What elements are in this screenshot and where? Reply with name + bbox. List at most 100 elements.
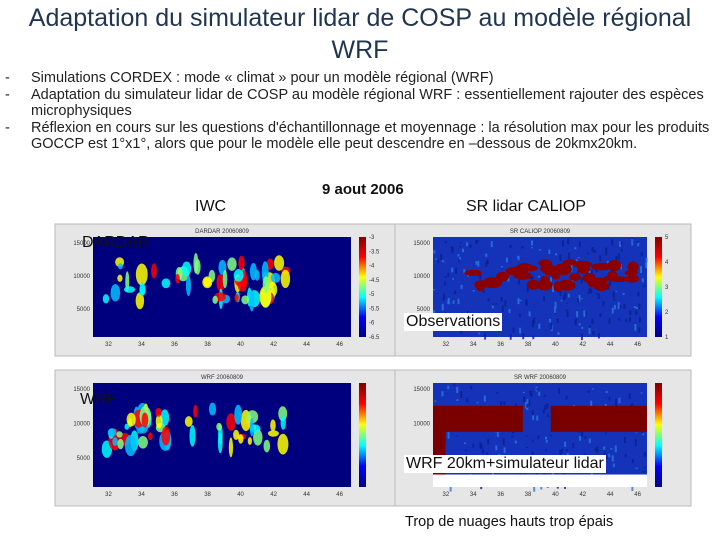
x-tick-label: 46 — [336, 492, 343, 498]
noise — [459, 242, 462, 244]
x-tick-label: 34 — [470, 492, 477, 498]
noise — [638, 317, 641, 323]
cloud — [147, 432, 153, 441]
cloud — [249, 290, 255, 312]
colorbar-label: 2 — [665, 310, 669, 316]
x-tick-label: 42 — [270, 492, 277, 498]
x-tick-label: 42 — [270, 342, 277, 348]
noise — [517, 255, 520, 261]
noise — [545, 439, 548, 443]
x-tick-label: 34 — [138, 492, 145, 498]
noise — [604, 254, 607, 256]
noise — [478, 332, 481, 335]
noise — [550, 277, 553, 282]
cloud — [607, 270, 618, 280]
noise — [611, 239, 614, 246]
x-tick-label: 32 — [442, 492, 449, 498]
noise — [440, 254, 443, 260]
noise — [461, 248, 464, 253]
noise — [633, 306, 636, 309]
noise — [566, 310, 569, 317]
noise — [530, 391, 533, 397]
noise — [583, 314, 586, 317]
noise — [476, 240, 479, 243]
noise — [591, 246, 594, 252]
noise — [566, 453, 569, 457]
noise — [509, 334, 512, 340]
cloud — [216, 274, 225, 292]
colorbar-label: -6.5 — [369, 335, 380, 341]
noise — [444, 276, 447, 278]
cloud — [270, 272, 281, 283]
y-tick-label: 15000 — [73, 241, 90, 247]
noise — [563, 470, 566, 476]
noise — [572, 442, 575, 448]
noise — [643, 466, 646, 469]
noise — [442, 298, 445, 301]
noise — [436, 292, 439, 295]
noise — [552, 285, 555, 293]
noise — [590, 400, 593, 408]
noise — [593, 249, 596, 253]
noise — [642, 470, 645, 473]
noise — [466, 242, 469, 247]
noise — [523, 396, 526, 403]
cloud — [280, 269, 291, 289]
cloud — [249, 418, 254, 437]
panel-overlay-label: DARDAR — [82, 234, 150, 251]
x-tick-label: 44 — [303, 492, 310, 498]
noise — [590, 270, 593, 276]
x-tick-label: 36 — [497, 492, 504, 498]
colorbar-label: -4 — [369, 264, 375, 270]
noise — [597, 293, 600, 300]
noise — [584, 436, 587, 439]
noise — [526, 446, 529, 448]
noise — [460, 391, 463, 398]
noise — [578, 294, 581, 302]
noise — [557, 332, 560, 335]
noise — [549, 434, 552, 437]
noise — [531, 320, 534, 328]
noise — [644, 471, 647, 473]
cloud — [627, 261, 639, 273]
noise — [587, 252, 590, 255]
noise — [447, 432, 450, 439]
noise — [483, 395, 486, 402]
noise — [638, 303, 641, 310]
noise — [548, 249, 551, 255]
noise — [525, 299, 528, 306]
noise — [604, 432, 607, 434]
noise — [625, 319, 628, 323]
noise — [564, 441, 567, 447]
noise — [525, 401, 528, 409]
x-tick-label: 38 — [525, 492, 532, 498]
noise — [545, 436, 548, 440]
noise — [477, 260, 480, 267]
noise — [500, 265, 503, 268]
noise — [574, 319, 577, 326]
noise — [484, 333, 487, 340]
cloud — [227, 257, 237, 271]
noise — [464, 449, 467, 452]
noise — [508, 309, 511, 313]
noise — [596, 446, 599, 453]
noise — [538, 391, 541, 396]
cloud — [464, 269, 482, 277]
cloud — [278, 406, 288, 422]
noise — [458, 259, 461, 263]
noise — [591, 318, 594, 324]
noise — [523, 471, 526, 476]
noise — [581, 430, 584, 437]
noise — [501, 305, 504, 312]
noise — [581, 298, 584, 300]
y-tick-label: 15000 — [73, 387, 90, 393]
date: 9 aout 2006 — [322, 181, 404, 198]
noise — [486, 452, 489, 455]
cloud-band — [550, 405, 647, 432]
cloud — [135, 292, 145, 310]
panel-overlay-label: WRF — [80, 391, 117, 408]
noise — [500, 297, 503, 302]
noise — [433, 310, 436, 314]
noise — [457, 254, 460, 257]
noise — [583, 310, 586, 315]
